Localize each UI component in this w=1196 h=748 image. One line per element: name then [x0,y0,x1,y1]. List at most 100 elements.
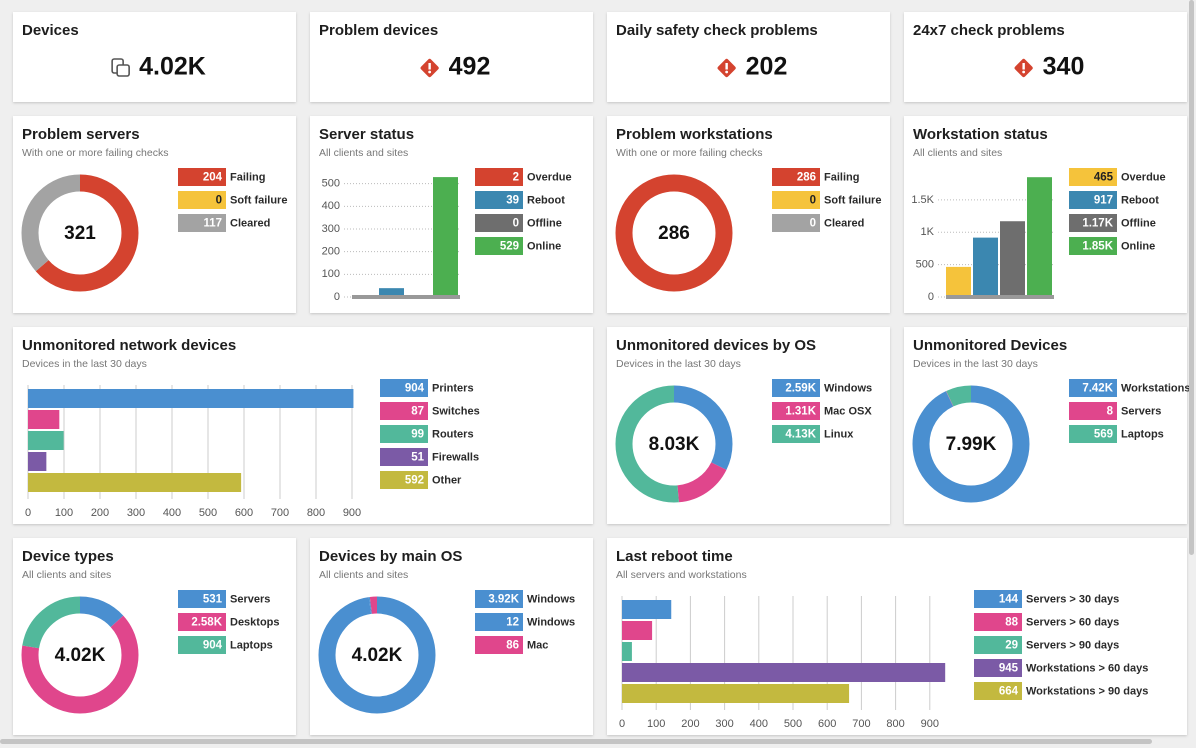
card-title: Daily safety check problems [616,22,818,39]
bar [973,237,998,297]
legend-value: 592 [405,475,424,487]
donut-center: 7.99K [946,434,997,455]
card-subtitle: Devices in the last 30 days [913,358,1038,370]
legend-value: 4.13K [785,429,816,441]
x-tick-label: 300 [127,507,145,519]
legend-label: Soft failure [230,194,287,206]
legend-label: Servers > 60 days [1026,616,1119,628]
y-tick-label: 200 [322,246,340,258]
bar [28,389,354,408]
warning-icon-bar [1022,63,1025,70]
legend-badge [178,214,226,232]
y-tick-label: 1K [921,226,935,238]
widget-card: Devices 4.02K [13,12,296,102]
card-subtitle: Devices in the last 30 days [22,358,147,370]
legend-badge [178,590,226,608]
y-tick-label: 500 [916,259,934,271]
legend-label: Other [432,474,462,486]
legend-value: 904 [405,383,425,395]
legend-badge [1069,237,1117,255]
warning-icon-dot [1022,70,1026,74]
x-tick-label: 700 [852,718,870,730]
legend-value: 0 [513,218,519,230]
horizontal-scrollbar[interactable] [0,739,1152,744]
y-tick-label: 300 [322,223,340,235]
x-tick-label: 600 [235,507,253,519]
x-tick-label: 900 [343,507,361,519]
legend-badge [974,682,1022,700]
legend-value: 1.31K [785,406,816,418]
legend-badge [178,168,226,186]
bar [946,266,971,297]
legend-label: Failing [824,171,859,183]
legend-label: Windows [527,616,575,628]
bar [1027,177,1052,297]
card-title: Problem workstations [616,126,773,143]
legend-label: Routers [432,428,474,440]
legend-label: Printers [432,382,474,394]
x-tick-label: 0 [619,718,625,730]
card-title: Problem devices [319,22,438,39]
x-tick-label: 500 [199,507,217,519]
x-tick-label: 100 [647,718,665,730]
card [13,12,296,102]
widget-card: Device types All clients and sites 4.02K 53… [13,538,296,735]
vertical-scrollbar[interactable] [1189,0,1194,555]
x-tick-label: 200 [91,507,109,519]
donut-center: 8.03K [649,434,700,455]
legend-value: 529 [500,241,519,253]
bar [1000,221,1025,297]
legend-label: Soft failure [824,194,881,206]
donut-segment [318,596,436,714]
legend-badge [380,448,428,466]
kpi-value: 202 [746,53,788,81]
x-tick-label: 0 [25,507,31,519]
legend-value: 2 [513,172,519,184]
legend-label: Mac [527,639,548,651]
legend-badge [974,659,1022,677]
legend-badge [1069,402,1117,420]
legend-value: 465 [1094,172,1114,184]
legend-value: 86 [506,640,519,652]
legend-value: 1.17K [1082,218,1113,230]
legend-value: 12 [506,617,519,629]
card-title: Unmonitored Devices [913,337,1067,354]
widget-card: Problem devices 492 [310,12,593,102]
legend-badge [772,425,820,443]
bar [622,663,946,682]
legend-label: Workstations > 60 days [1026,662,1148,674]
legend-value: 0 [216,195,222,207]
x-tick-label: 200 [681,718,699,730]
y-tick-label: 500 [322,178,340,190]
legend-value: 531 [203,594,223,606]
bar [622,642,632,661]
donut-segment [615,385,733,503]
widget-card: Unmonitored devices by OS Devices in the … [607,327,890,524]
baseline [946,295,1054,299]
legend-badge [1069,214,1117,232]
x-tick-label: 400 [750,718,768,730]
donut-center: 4.02K [352,645,403,666]
y-tick-label: 400 [322,200,340,212]
y-tick-label: 0 [334,291,340,303]
baseline [352,295,460,299]
legend-label: Overdue [1121,171,1166,183]
card-subtitle: All clients and sites [319,147,408,159]
cards: Devices 4.02K Problem devices 492 Daily safe… [13,12,1190,735]
legend-badge [1069,168,1117,186]
x-tick-label: 600 [818,718,836,730]
donut-segment [21,596,139,714]
card-subtitle: With one or more failing checks [616,147,762,159]
bar [28,410,60,429]
warning-icon-bar [428,63,431,70]
legend-value: 117 [203,218,222,230]
warning-icon-bar [725,63,728,70]
card-title: Devices [22,22,79,39]
donut-center: 286 [658,223,690,244]
legend-value: 0 [810,195,816,207]
donut-segment [912,385,1030,503]
legend-value: 144 [999,594,1019,606]
y-tick-label: 100 [322,268,340,280]
